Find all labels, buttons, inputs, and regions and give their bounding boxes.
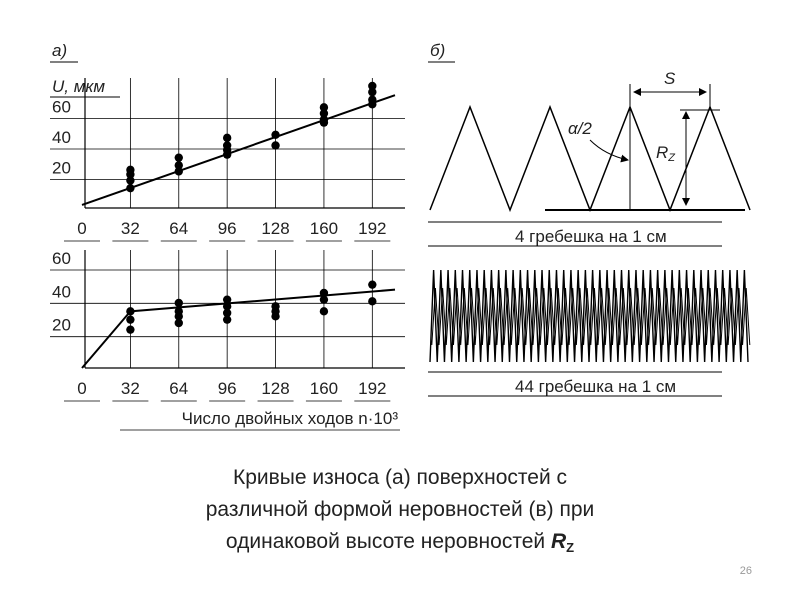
x-tick-label: 192 — [358, 379, 386, 398]
point — [319, 288, 329, 298]
y-tick-label: 60 — [52, 249, 71, 268]
point — [126, 325, 135, 334]
point — [319, 103, 329, 112]
x-tick-label: 128 — [261, 219, 289, 238]
point — [126, 183, 135, 193]
caption-bottom: 44 гребешка на 1 см — [515, 377, 676, 396]
caption-top: 4 гребешка на 1 см — [515, 227, 667, 246]
dense-profile — [429, 269, 751, 363]
y-tick-label: 60 — [52, 98, 71, 117]
point — [222, 308, 232, 318]
point — [319, 307, 329, 316]
x-tick-label: 160 — [310, 219, 338, 238]
y-tick-label: 20 — [52, 159, 71, 178]
point — [271, 312, 280, 321]
point — [368, 87, 377, 97]
caption-line: Кривые износа (а) поверхностей с — [233, 466, 567, 489]
y-tick-label: 20 — [52, 316, 71, 335]
point — [174, 153, 183, 162]
point — [126, 170, 135, 179]
point — [126, 315, 135, 324]
point — [222, 315, 232, 324]
rz-label: RZ — [656, 143, 676, 164]
point — [222, 302, 232, 311]
point — [126, 307, 135, 316]
page-number: 26 — [740, 565, 752, 577]
x-tick-label: 64 — [169, 219, 188, 238]
y-axis-label: U, мкм — [52, 77, 105, 96]
point — [126, 176, 135, 185]
point — [319, 109, 329, 118]
point — [319, 118, 329, 127]
wave-line — [431, 287, 751, 346]
caption-line: одинаковой высоте неровностей RZ — [226, 530, 574, 555]
y-tick-label: 40 — [52, 282, 71, 301]
alpha-arrow — [589, 139, 629, 163]
point — [174, 318, 183, 328]
x-tick-label: 0 — [77, 379, 86, 398]
caption-line: различной формой неровностей (в) при — [206, 498, 595, 521]
alpha-label: α/2 — [568, 119, 592, 138]
y-tick-label: 40 — [52, 128, 71, 147]
x-tick-label: 96 — [218, 219, 237, 238]
x-axis-label: Число двойных ходов n·10³ — [182, 409, 399, 428]
x-tick-label: 128 — [261, 379, 289, 398]
x-tick-label: 160 — [310, 379, 338, 398]
point — [222, 150, 232, 159]
point — [222, 133, 232, 143]
diagram-label: б) — [430, 41, 445, 60]
x-tick-label: 32 — [121, 379, 140, 398]
point — [174, 312, 183, 321]
x-tick-label: 64 — [169, 379, 188, 398]
x-tick-label: 0 — [77, 219, 86, 238]
point — [222, 295, 232, 304]
point — [174, 298, 183, 308]
point — [174, 161, 183, 170]
point — [368, 100, 377, 109]
point — [271, 141, 280, 150]
x-tick-label: 192 — [358, 219, 386, 238]
s-label: S — [664, 69, 676, 88]
point — [271, 130, 280, 139]
point — [368, 280, 377, 289]
point — [319, 295, 329, 304]
point — [174, 167, 183, 176]
x-tick-label: 96 — [218, 379, 237, 398]
point — [368, 81, 377, 91]
x-tick-label: 32 — [121, 219, 140, 238]
chart-title: а) — [52, 41, 67, 60]
point — [368, 297, 377, 306]
